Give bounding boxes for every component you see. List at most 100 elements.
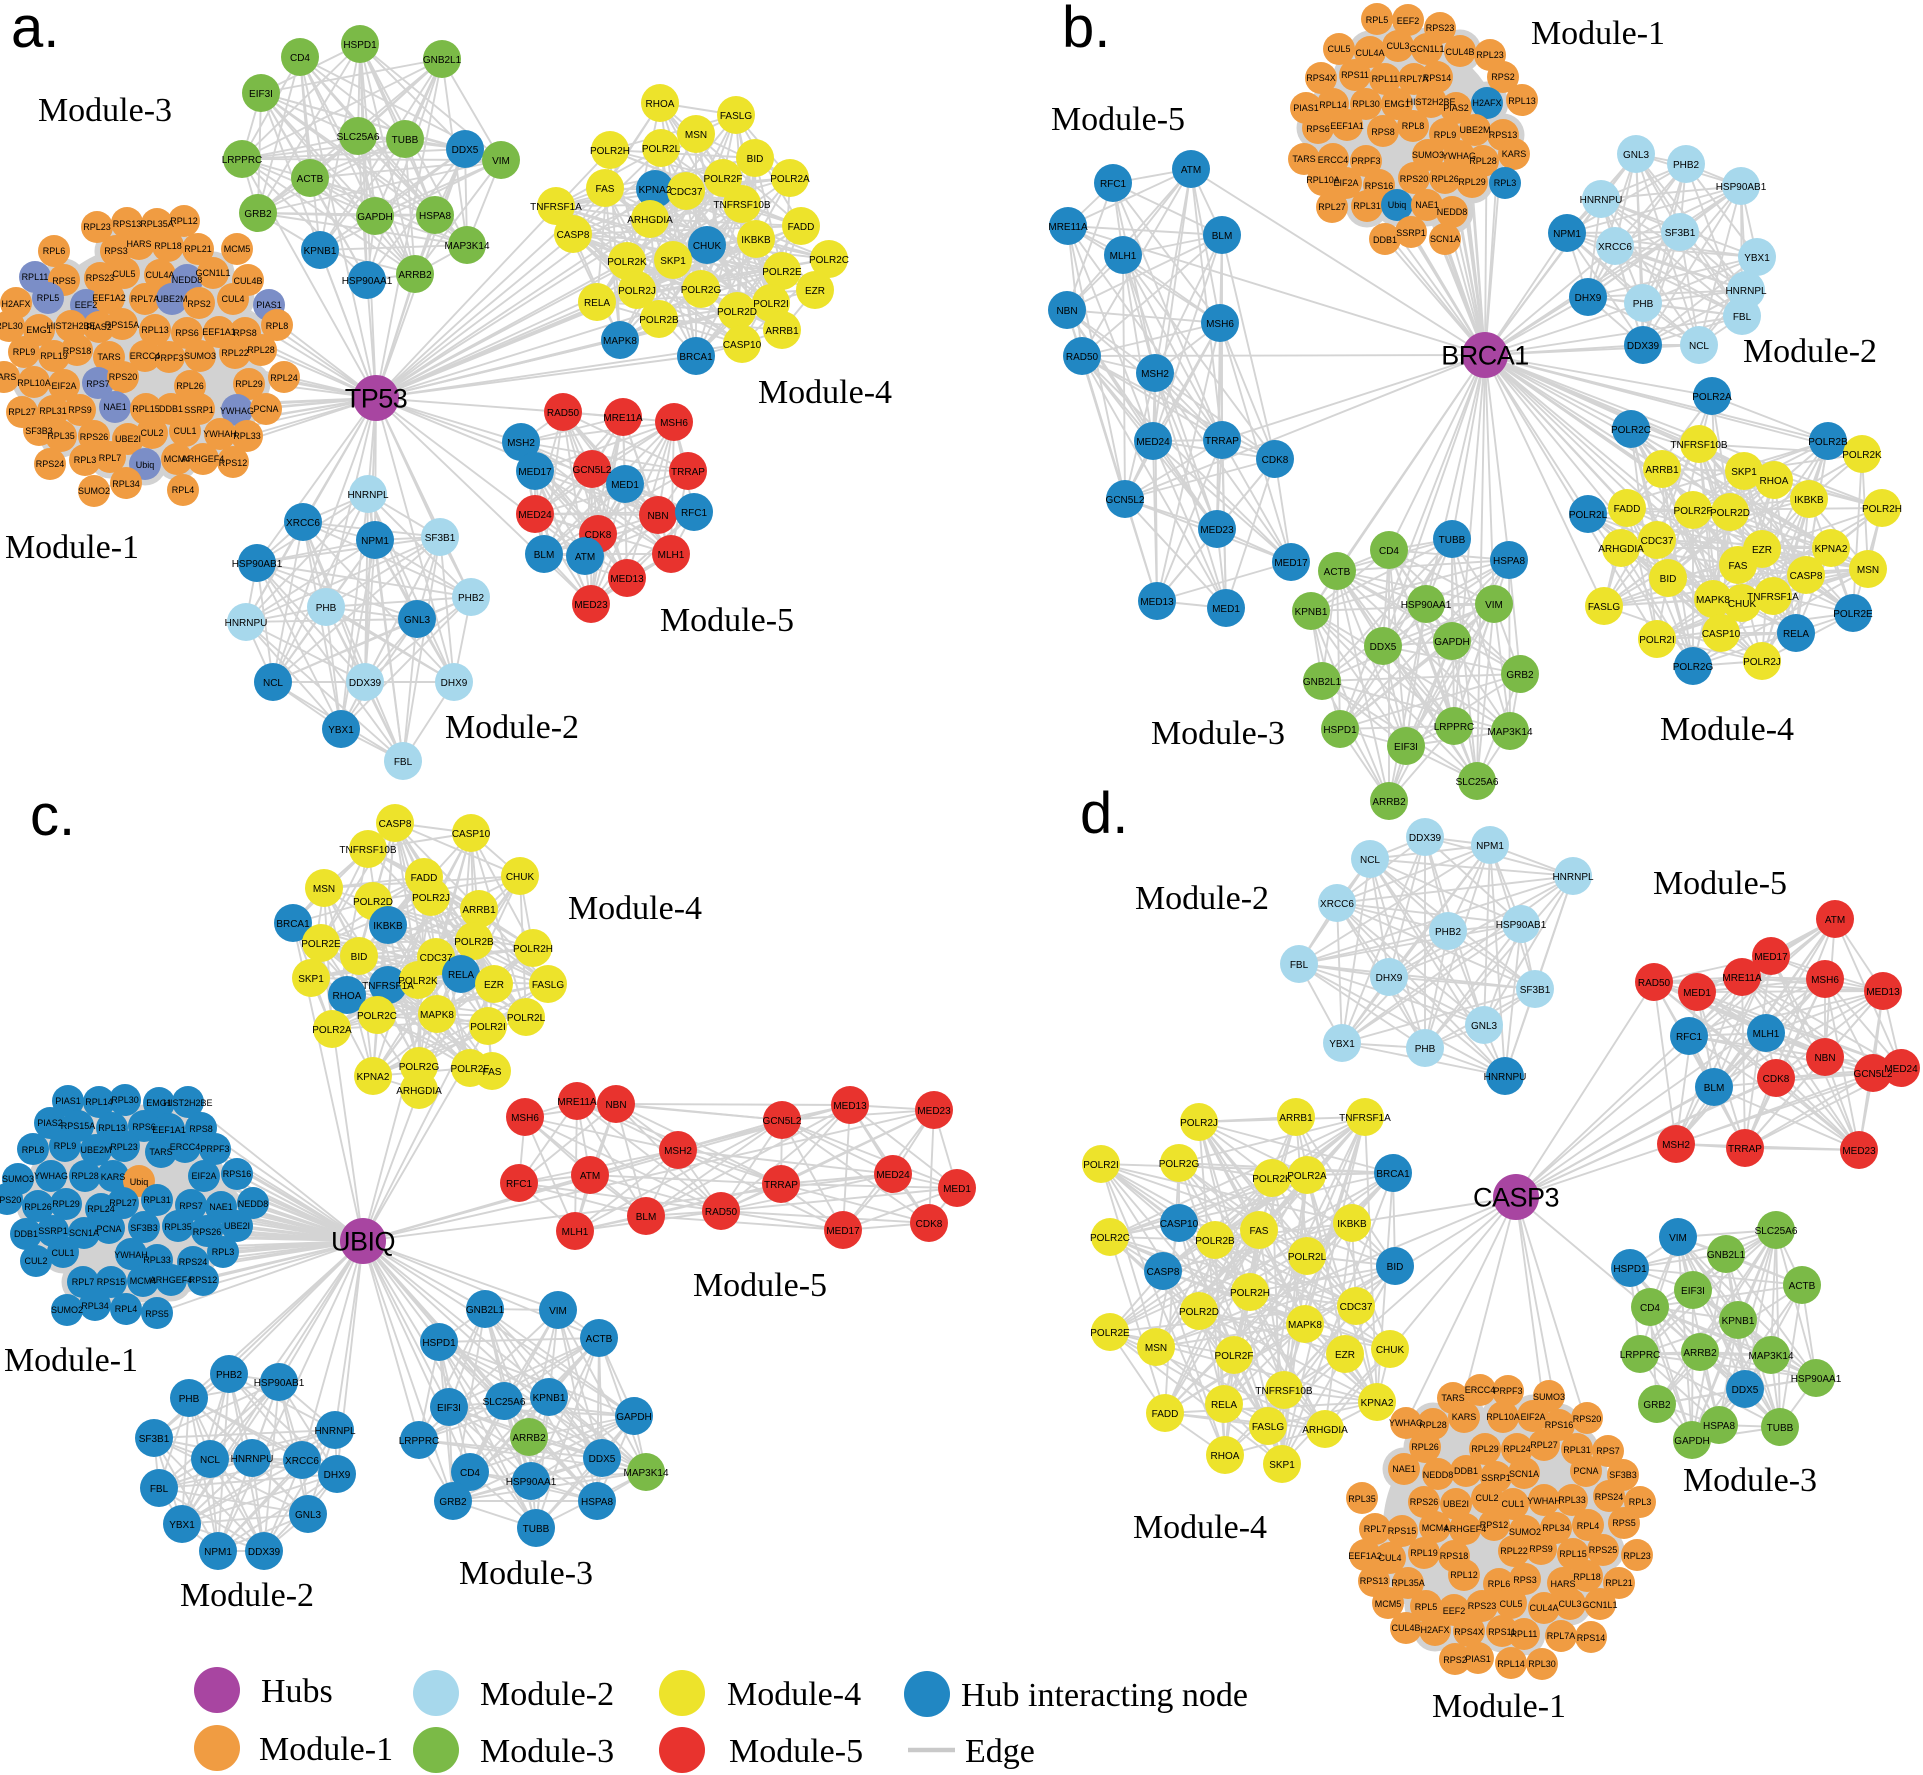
- svg-text:KPNA2: KPNA2: [1815, 544, 1848, 555]
- svg-text:RPS24: RPS24: [36, 459, 65, 469]
- svg-text:ARRB2: ARRB2: [512, 1433, 546, 1444]
- svg-text:RPS13: RPS13: [113, 219, 142, 229]
- svg-text:FASLG: FASLG: [720, 111, 752, 122]
- svg-text:VIM: VIM: [1669, 1233, 1687, 1244]
- svg-text:RPL28: RPL28: [71, 1171, 99, 1181]
- svg-text:BRCA1: BRCA1: [1376, 1169, 1410, 1180]
- svg-text:NBN: NBN: [605, 1100, 626, 1111]
- svg-text:RPL31: RPL31: [1353, 201, 1381, 211]
- svg-text:Edge: Edge: [965, 1733, 1035, 1770]
- svg-text:RPL9: RPL9: [54, 1141, 77, 1151]
- svg-text:HSPA8: HSPA8: [581, 1497, 613, 1508]
- svg-text:MAPK8: MAPK8: [603, 336, 637, 347]
- svg-text:IKBKB: IKBKB: [1337, 1219, 1367, 1230]
- svg-text:RPL21: RPL21: [1605, 1578, 1633, 1588]
- svg-text:RHOA: RHOA: [646, 99, 675, 110]
- svg-text:SF3B3: SF3B3: [1609, 1470, 1637, 1480]
- svg-text:KARS: KARS: [101, 1172, 126, 1182]
- svg-text:Module-1: Module-1: [1432, 1688, 1566, 1725]
- svg-text:POLR2I: POLR2I: [470, 1022, 506, 1033]
- svg-text:POLR2G: POLR2G: [399, 1062, 440, 1073]
- svg-text:PHB: PHB: [179, 1394, 200, 1405]
- svg-text:NBN: NBN: [1814, 1053, 1835, 1064]
- svg-text:NBN: NBN: [1056, 306, 1077, 317]
- svg-text:PIAS1: PIAS1: [256, 300, 282, 310]
- svg-text:EIF3I: EIF3I: [437, 1403, 461, 1414]
- svg-text:POLR2H: POLR2H: [513, 944, 553, 955]
- svg-text:KPNB1: KPNB1: [1295, 607, 1328, 618]
- svg-text:CD4: CD4: [1379, 546, 1399, 557]
- svg-text:ARHGEF4: ARHGEF4: [182, 454, 225, 464]
- svg-text:GNB2L1: GNB2L1: [423, 55, 462, 66]
- svg-text:BLM: BLM: [534, 550, 555, 561]
- svg-text:MCM4: MCM4: [1422, 1523, 1449, 1533]
- svg-text:BLM: BLM: [1212, 231, 1233, 242]
- svg-text:PIAS1: PIAS1: [55, 1096, 81, 1106]
- svg-text:YWHAG: YWHAG: [1442, 151, 1476, 161]
- svg-text:MAP3K14: MAP3K14: [1748, 1351, 1793, 1362]
- svg-text:POLR2K: POLR2K: [607, 257, 647, 268]
- svg-text:POLR2I: POLR2I: [753, 299, 789, 310]
- svg-text:DDX5: DDX5: [1732, 1385, 1759, 1396]
- svg-text:RPL24: RPL24: [87, 1204, 115, 1214]
- svg-text:MCM4: MCM4: [164, 454, 191, 464]
- svg-text:BID: BID: [351, 952, 368, 963]
- svg-text:CD4: CD4: [460, 1468, 480, 1479]
- svg-text:RPL24: RPL24: [1503, 1444, 1531, 1454]
- svg-text:ACTB: ACTB: [586, 1334, 613, 1345]
- svg-text:RPL3: RPL3: [1629, 1497, 1652, 1507]
- svg-text:CDC37: CDC37: [1340, 1302, 1373, 1313]
- svg-text:RPL9: RPL9: [13, 347, 36, 357]
- svg-text:BLM: BLM: [1704, 1083, 1725, 1094]
- svg-text:NEDD8: NEDD8: [1423, 1470, 1454, 1480]
- svg-text:RPS13: RPS13: [1489, 130, 1518, 140]
- svg-text:RPS12: RPS12: [189, 1275, 218, 1285]
- svg-text:GNL3: GNL3: [404, 615, 431, 626]
- svg-text:RPL7: RPL7: [99, 453, 122, 463]
- svg-text:GRB2: GRB2: [1643, 1400, 1671, 1411]
- svg-text:RPL7A: RPL7A: [1547, 1631, 1576, 1641]
- svg-text:POLR2I: POLR2I: [1083, 1160, 1119, 1171]
- svg-text:RPS6: RPS6: [132, 1122, 156, 1132]
- svg-text:CHUK: CHUK: [693, 241, 722, 252]
- svg-text:RPS16: RPS16: [1365, 181, 1394, 191]
- svg-text:EZR: EZR: [805, 286, 825, 297]
- svg-text:RPS3: RPS3: [1513, 1575, 1537, 1585]
- svg-text:SCN1A: SCN1A: [69, 1228, 99, 1238]
- svg-text:MED17: MED17: [1274, 558, 1308, 569]
- svg-text:RPS9: RPS9: [68, 405, 92, 415]
- svg-text:RPS18: RPS18: [63, 346, 92, 356]
- svg-text:PHB2: PHB2: [216, 1370, 243, 1381]
- svg-text:RPL5: RPL5: [1415, 1602, 1438, 1612]
- svg-text:EZR: EZR: [484, 980, 504, 991]
- svg-text:RPS15: RPS15: [1388, 1526, 1417, 1536]
- svg-text:SUMO3: SUMO3: [1533, 1392, 1565, 1402]
- svg-text:RPL23: RPL23: [1623, 1551, 1651, 1561]
- svg-text:CUL5: CUL5: [1327, 44, 1350, 54]
- svg-text:EIF2A: EIF2A: [191, 1171, 216, 1181]
- svg-text:MSH6: MSH6: [660, 418, 688, 429]
- svg-text:LRPPRC: LRPPRC: [399, 1436, 440, 1447]
- svg-text:SLC25A6: SLC25A6: [1755, 1226, 1798, 1237]
- svg-text:POLR2A: POLR2A: [1287, 1171, 1327, 1182]
- svg-text:MAPK8: MAPK8: [420, 1010, 454, 1021]
- svg-text:DHX9: DHX9: [1575, 293, 1602, 304]
- svg-text:RPL26: RPL26: [24, 1202, 52, 1212]
- svg-text:GNL3: GNL3: [1623, 150, 1650, 161]
- svg-text:MSH2: MSH2: [1141, 369, 1169, 380]
- svg-text:SKP1: SKP1: [1731, 467, 1757, 478]
- svg-text:HIST2H2BE: HIST2H2BE: [163, 1098, 212, 1108]
- svg-text:KARS: KARS: [1502, 149, 1527, 159]
- svg-text:CUL4B: CUL4B: [1391, 1623, 1420, 1633]
- svg-text:MED13: MED13: [833, 1101, 867, 1112]
- svg-text:RPL35A: RPL35A: [140, 219, 174, 229]
- svg-text:ERCC4: ERCC4: [130, 351, 161, 361]
- svg-text:DHX9: DHX9: [441, 678, 468, 689]
- svg-text:IKBKB: IKBKB: [373, 921, 403, 932]
- svg-text:RPS5: RPS5: [1612, 1518, 1636, 1528]
- svg-text:RPL33: RPL33: [1558, 1495, 1586, 1505]
- svg-text:RPS26: RPS26: [1410, 1497, 1439, 1507]
- svg-text:UBE2I: UBE2I: [115, 434, 141, 444]
- svg-text:Module-2: Module-2: [480, 1676, 614, 1713]
- svg-text:EIF2A: EIF2A: [1520, 1412, 1545, 1422]
